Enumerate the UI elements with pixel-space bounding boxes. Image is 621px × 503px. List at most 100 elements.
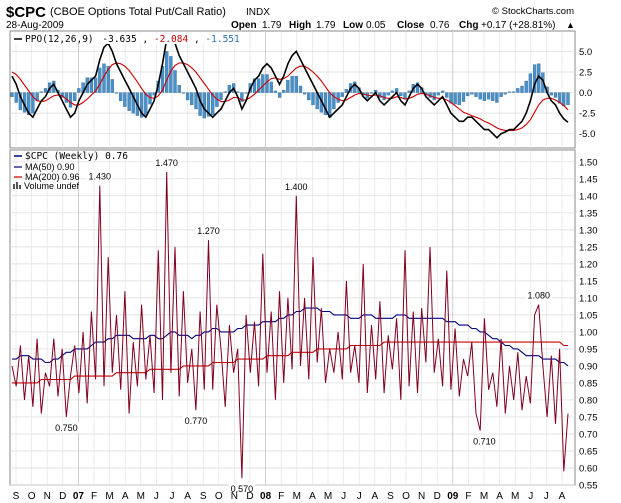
annotation-bg bbox=[86, 170, 113, 182]
x-axis-label: A bbox=[309, 491, 316, 502]
annotation-bg bbox=[53, 421, 80, 433]
ppo-histogram-bar bbox=[282, 89, 286, 93]
annotation-label: 0.570 bbox=[231, 484, 254, 494]
chart-copyright: © StockCharts.com bbox=[492, 6, 574, 17]
annotation-label: 1.470 bbox=[155, 158, 178, 168]
x-axis-label: M bbox=[480, 491, 488, 502]
ppo-histogram-bar bbox=[512, 91, 516, 93]
ppo-histogram-bar bbox=[440, 90, 445, 93]
ppo-histogram-bar bbox=[482, 92, 487, 101]
ppo-histogram-bar bbox=[323, 92, 328, 115]
x-axis-label: S bbox=[13, 491, 20, 502]
ppo-histogram-bar bbox=[407, 90, 411, 93]
ppo-histogram-bar bbox=[131, 92, 135, 114]
ppo-histogram-bar bbox=[236, 91, 240, 93]
ppo-histogram-bar bbox=[474, 92, 478, 97]
ppo-histogram-bar bbox=[194, 92, 198, 110]
ppo-histogram-bar bbox=[403, 92, 407, 99]
price-tick-label: 1.15 bbox=[579, 276, 598, 287]
ppo-tick-label: 0.0 bbox=[579, 88, 592, 99]
x-axis-labels: S O N D 07 F M A M J J A S O N D 08 F M A M J J A S O N D 09 F M A M J J A bbox=[13, 491, 566, 502]
annotation-bg bbox=[228, 483, 255, 495]
ppo-lines bbox=[11, 33, 569, 139]
ppo-histogram-bar bbox=[127, 92, 131, 111]
x-axis-label: O bbox=[402, 491, 410, 502]
ppo-histogram-bar bbox=[382, 92, 386, 101]
ppo-histogram-bar bbox=[27, 92, 31, 115]
price-tick-label: 1.00 bbox=[579, 327, 598, 338]
x-axis-label: M bbox=[105, 491, 113, 502]
price-panel: 1.50 1.45 1.40 1.35 1.30 1.25 1.20 1.15 1.10 1.05… bbox=[9, 149, 598, 495]
ppo-histogram-bar bbox=[273, 90, 278, 93]
price-tick-label: 1.05 bbox=[579, 310, 598, 321]
x-axis-label: A bbox=[122, 491, 129, 502]
ppo-histogram bbox=[10, 51, 570, 119]
ppo-histogram-bar bbox=[461, 92, 466, 102]
x-axis-label: D bbox=[246, 491, 253, 502]
x-axis-label: 09 bbox=[447, 491, 459, 502]
ppo-histogram-bar bbox=[470, 92, 474, 95]
ppo-histogram-bar bbox=[43, 88, 48, 93]
ppo-histogram-bar bbox=[503, 92, 507, 95]
ppo-histogram-bar bbox=[190, 92, 194, 106]
x-axis-label: M bbox=[293, 491, 301, 502]
price-tick-label: 1.20 bbox=[579, 259, 598, 270]
ppo-histogram-bar bbox=[340, 92, 344, 97]
x-axis-label: J bbox=[341, 491, 346, 502]
ppo-histogram-bar bbox=[185, 92, 190, 101]
ppo-histogram-bar bbox=[553, 92, 558, 98]
ppo-histogram-bar bbox=[211, 92, 215, 115]
ppo-histogram-bar bbox=[415, 82, 420, 93]
high-label: High bbox=[289, 20, 311, 31]
annotation-bg bbox=[283, 180, 310, 192]
ppo-histogram-bar bbox=[399, 92, 403, 97]
annotation-bg bbox=[153, 157, 180, 169]
annotation-label: 0.710 bbox=[473, 437, 496, 447]
ma50-line bbox=[12, 307, 569, 367]
ppo-histogram-bar bbox=[369, 92, 374, 94]
ppo-histogram-bar bbox=[298, 85, 303, 93]
legend-volume: Volume undef bbox=[24, 181, 80, 191]
ppo-histogram-bar bbox=[257, 78, 261, 93]
close-label: Close bbox=[397, 20, 425, 31]
price-tick-label: 1.30 bbox=[579, 225, 598, 236]
x-axis-label: A bbox=[559, 491, 566, 502]
ppo-histogram-bar bbox=[353, 81, 357, 93]
annotation-bg bbox=[471, 435, 498, 447]
price-tick-label: 0.80 bbox=[579, 395, 598, 406]
x-axis-label: M bbox=[511, 491, 519, 502]
ppo-histogram-bar bbox=[39, 91, 43, 93]
ppo-histogram-bar bbox=[93, 77, 98, 93]
ppo-legend-name: PPO(12,26,9) bbox=[25, 34, 94, 45]
ppo-panel: 5.0 2.5 0.0 -2.5 -5.0 PPO(12,26,9) -3.635 , … bbox=[9, 30, 595, 149]
x-axis-label: A bbox=[184, 491, 191, 502]
ppo-histogram-bar bbox=[244, 92, 248, 94]
chg-value: +0.17 (+28.81%) bbox=[481, 20, 556, 31]
x-axis-label: O bbox=[28, 491, 36, 502]
ppo-tick-label: -2.5 bbox=[579, 109, 595, 120]
ppo-histogram-bar bbox=[520, 85, 524, 93]
ppo-histogram-bar bbox=[14, 92, 18, 103]
ppo-histogram-bar bbox=[144, 92, 148, 116]
ppo-histogram-bar bbox=[261, 74, 265, 93]
ppo-histogram-bar bbox=[390, 90, 395, 93]
ppo-histogram-bar bbox=[332, 92, 336, 110]
ppo-histogram-bar bbox=[344, 89, 349, 93]
price-tick-label: 1.10 bbox=[579, 293, 598, 304]
ppo-histogram-bar bbox=[457, 92, 461, 106]
ppo-histogram-bar bbox=[223, 91, 227, 93]
x-axis-label: D bbox=[59, 491, 66, 502]
ppo-histogram-bar bbox=[336, 92, 340, 103]
x-axis-label: F bbox=[91, 491, 97, 502]
ppo-histogram-bar bbox=[294, 75, 298, 93]
x-axis-label: F bbox=[465, 491, 471, 502]
ppo-histogram-bar bbox=[123, 92, 127, 107]
price-panel-frame bbox=[9, 149, 576, 486]
ppo-histogram-bar bbox=[10, 92, 14, 97]
price-tick-label: 1.45 bbox=[579, 174, 598, 185]
price-tick-label: 0.70 bbox=[579, 429, 598, 440]
price-tick-label: 0.95 bbox=[579, 344, 598, 355]
annotation-label: 1.400 bbox=[285, 182, 308, 192]
price-axis-ticks: 1.50 1.45 1.40 1.35 1.30 1.25 1.20 1.15 1.10 1.05… bbox=[579, 157, 598, 491]
